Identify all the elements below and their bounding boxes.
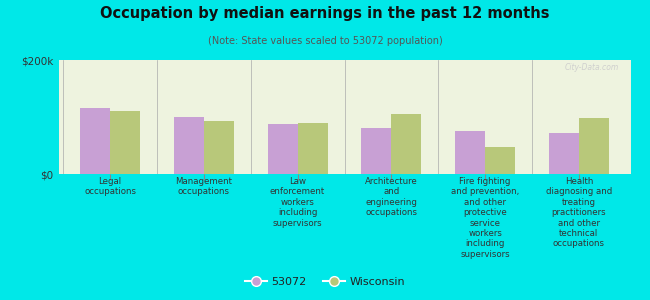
Text: City-Data.com: City-Data.com	[565, 63, 619, 72]
Text: Fire fighting
and prevention,
and other
protective
service
workers
including
sup: Fire fighting and prevention, and other …	[451, 177, 519, 259]
Bar	[204, 121, 234, 174]
Bar	[579, 118, 609, 174]
Bar	[485, 147, 515, 174]
Bar	[174, 117, 204, 174]
Text: Health
diagnosing and
treating
practitioners
and other
technical
occupations: Health diagnosing and treating practitio…	[546, 177, 612, 248]
Text: Management
occupations: Management occupations	[176, 177, 232, 197]
Legend: 53072, Wisconsin: 53072, Wisconsin	[240, 273, 410, 291]
Text: Occupation by median earnings in the past 12 months: Occupation by median earnings in the pas…	[100, 6, 550, 21]
Bar	[549, 133, 579, 174]
Bar	[110, 111, 140, 174]
Bar	[361, 128, 391, 174]
Bar	[455, 131, 485, 174]
Text: (Note: State values scaled to 53072 population): (Note: State values scaled to 53072 popu…	[207, 36, 443, 46]
Text: Law
enforcement
workers
including
supervisors: Law enforcement workers including superv…	[270, 177, 325, 228]
Bar	[268, 124, 298, 174]
Bar	[298, 123, 328, 174]
Bar	[391, 114, 421, 174]
Text: Architecture
and
engineering
occupations: Architecture and engineering occupations	[365, 177, 418, 217]
Text: Legal
occupations: Legal occupations	[84, 177, 136, 197]
Bar	[80, 108, 110, 174]
